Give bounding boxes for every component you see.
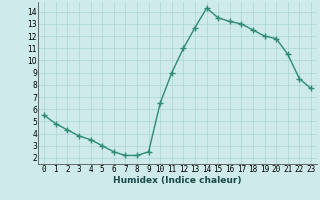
X-axis label: Humidex (Indice chaleur): Humidex (Indice chaleur): [113, 176, 242, 185]
